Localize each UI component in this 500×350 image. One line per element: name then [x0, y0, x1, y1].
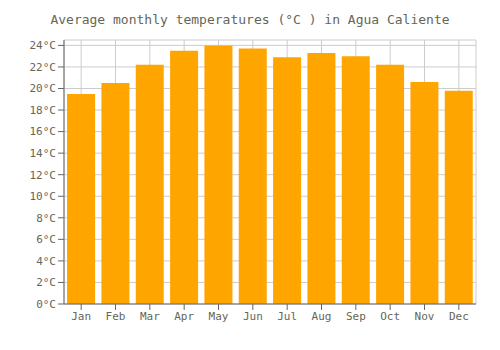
svg-text:4°C: 4°C [36, 255, 56, 268]
svg-text:2°C: 2°C [36, 276, 56, 289]
svg-text:Nov: Nov [415, 310, 435, 323]
svg-text:10°C: 10°C [30, 190, 57, 203]
svg-text:Aug: Aug [312, 310, 332, 323]
svg-text:24°C: 24°C [30, 39, 57, 52]
svg-text:8°C: 8°C [36, 212, 56, 225]
svg-text:Jun: Jun [243, 310, 263, 323]
svg-text:6°C: 6°C [36, 233, 56, 246]
svg-text:Jul: Jul [277, 310, 297, 323]
svg-text:22°C: 22°C [30, 61, 57, 74]
html-text:Average monthly temperatures (: Average monthly temperatures (°C ) in Ag… [50, 12, 450, 27]
svg-text:18°C: 18°C [30, 104, 57, 117]
svg-text:20°C: 20°C [30, 82, 57, 95]
svg-text:Apr: Apr [174, 310, 194, 323]
svg-text:12°C: 12°C [30, 169, 57, 182]
svg-text:Sep: Sep [346, 310, 366, 323]
svg-text:Dec: Dec [449, 310, 469, 323]
svg-text:Jan: Jan [71, 310, 91, 323]
svg-text:May: May [209, 310, 229, 323]
svg-text:16°C: 16°C [30, 125, 57, 138]
svg-text:0°C: 0°C [36, 298, 56, 311]
svg-text:14°C: 14°C [30, 147, 57, 160]
svg-text:Oct: Oct [380, 310, 400, 323]
svg-text:Mar: Mar [140, 310, 160, 323]
svg-text:Feb: Feb [106, 310, 126, 323]
